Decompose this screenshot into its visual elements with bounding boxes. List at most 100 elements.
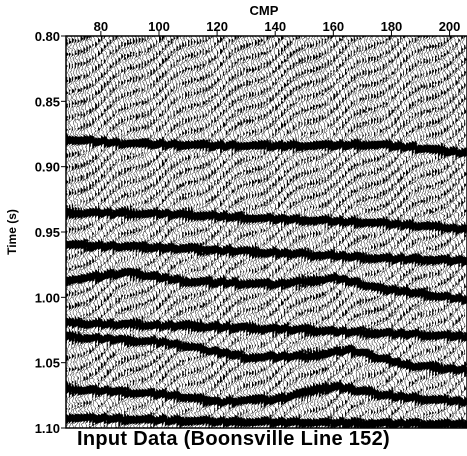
trace-fill [199, 37, 206, 427]
trace-fill [440, 40, 448, 428]
trace-fill [121, 37, 128, 426]
trace-fill [281, 36, 288, 428]
x-axis-title: CMP [250, 3, 279, 18]
trace-fill [220, 36, 227, 428]
y-tick-label: 1.05 [35, 356, 60, 371]
trace-fill [176, 36, 183, 428]
trace-fill [118, 36, 125, 428]
trace-fill [266, 36, 273, 428]
trace-wiggle [356, 36, 367, 428]
trace-fill [66, 39, 73, 424]
trace-fill [432, 36, 439, 428]
trace-wiggle [179, 36, 189, 428]
trace-wiggle [304, 36, 314, 428]
trace-fill [77, 38, 84, 424]
trace-fill [304, 37, 311, 428]
trace-fill [330, 36, 337, 428]
trace-fill [214, 43, 221, 427]
trace-wiggle [138, 36, 149, 428]
trace-fill [307, 43, 314, 428]
trace-fill [98, 38, 105, 424]
trace-fill [406, 42, 413, 428]
trace-fill [68, 39, 76, 424]
trace-fill [388, 36, 395, 428]
y-axis-ticks: 0.80 0.85 0.90 0.95 1.00 1.05 1.10 [35, 29, 66, 436]
trace-fill [86, 36, 93, 428]
trace-wiggle [376, 36, 387, 428]
trace-fill [461, 36, 467, 428]
x-tick-label: 100 [148, 19, 170, 34]
trace-wiggle [173, 36, 183, 428]
trace-fill [446, 38, 453, 428]
trace-fill [368, 36, 375, 428]
trace-wiggle [391, 36, 401, 428]
trace-fill [132, 38, 140, 424]
trace-fill [246, 41, 253, 427]
trace-fill [127, 40, 134, 425]
trace-wiggle [141, 36, 151, 428]
trace-wiggle [176, 36, 186, 428]
trace-fill [205, 36, 212, 428]
trace-wiggle [118, 36, 128, 428]
trace-fill [437, 43, 445, 428]
trace-fill [185, 41, 192, 426]
trace-wiggle [199, 36, 210, 428]
trace-fill [211, 36, 218, 428]
trace-fill [234, 36, 241, 428]
trace-fill [417, 36, 424, 428]
trace-fill [95, 42, 102, 425]
trace-wiggle [312, 36, 323, 428]
trace-fill [452, 37, 459, 428]
trace-fill [272, 36, 279, 428]
trace-fill [411, 38, 419, 428]
trace-wiggle [234, 36, 244, 428]
trace-fill [71, 38, 79, 424]
trace-fill [252, 40, 259, 428]
y-tick-label: 0.85 [35, 94, 60, 109]
trace-fill [455, 42, 462, 428]
trace-fill [115, 36, 122, 428]
trace-fill [356, 36, 363, 428]
x-tick-label: 160 [322, 19, 344, 34]
trace-wiggle [100, 36, 111, 428]
trace-fill [231, 37, 238, 428]
trace-wiggle [144, 36, 154, 428]
trace-fill [376, 41, 384, 428]
trace-wiggle [347, 36, 358, 428]
trace-fill [129, 39, 137, 425]
trace-fill [254, 40, 262, 428]
x-tick-label: 140 [264, 19, 286, 34]
trace-wiggle [86, 36, 96, 428]
trace-fill [240, 36, 247, 428]
trace-fill [362, 36, 369, 428]
x-tick-label: 200 [439, 19, 461, 34]
trace-fill [275, 42, 282, 428]
trace-fill [313, 36, 320, 427]
trace-wiggle [307, 36, 317, 428]
trace-fill [193, 40, 201, 426]
trace-wiggle [121, 36, 131, 428]
trace-fill [92, 42, 99, 426]
trace-fill [153, 36, 160, 428]
trace-wiggle [94, 36, 105, 428]
seismic-traces [66, 36, 467, 428]
trace-wiggle [411, 36, 422, 428]
trace-fill [124, 40, 131, 426]
trace-fill [286, 41, 294, 427]
y-tick-label: 0.90 [35, 160, 60, 175]
x-tick-label: 120 [206, 19, 228, 34]
trace-fill [371, 36, 378, 428]
trace-fill [237, 36, 244, 428]
trace-fill [374, 42, 381, 428]
trace-fill [144, 36, 151, 428]
trace-wiggle [321, 36, 332, 428]
trace-wiggle [350, 36, 361, 428]
trace-wiggle [315, 36, 326, 428]
trace-wiggle [103, 36, 114, 428]
trace-fill [170, 37, 177, 425]
trace-wiggle [147, 36, 157, 428]
trace-fill [135, 37, 142, 425]
trace-wiggle [318, 36, 329, 428]
x-tick-label: 80 [94, 19, 108, 34]
